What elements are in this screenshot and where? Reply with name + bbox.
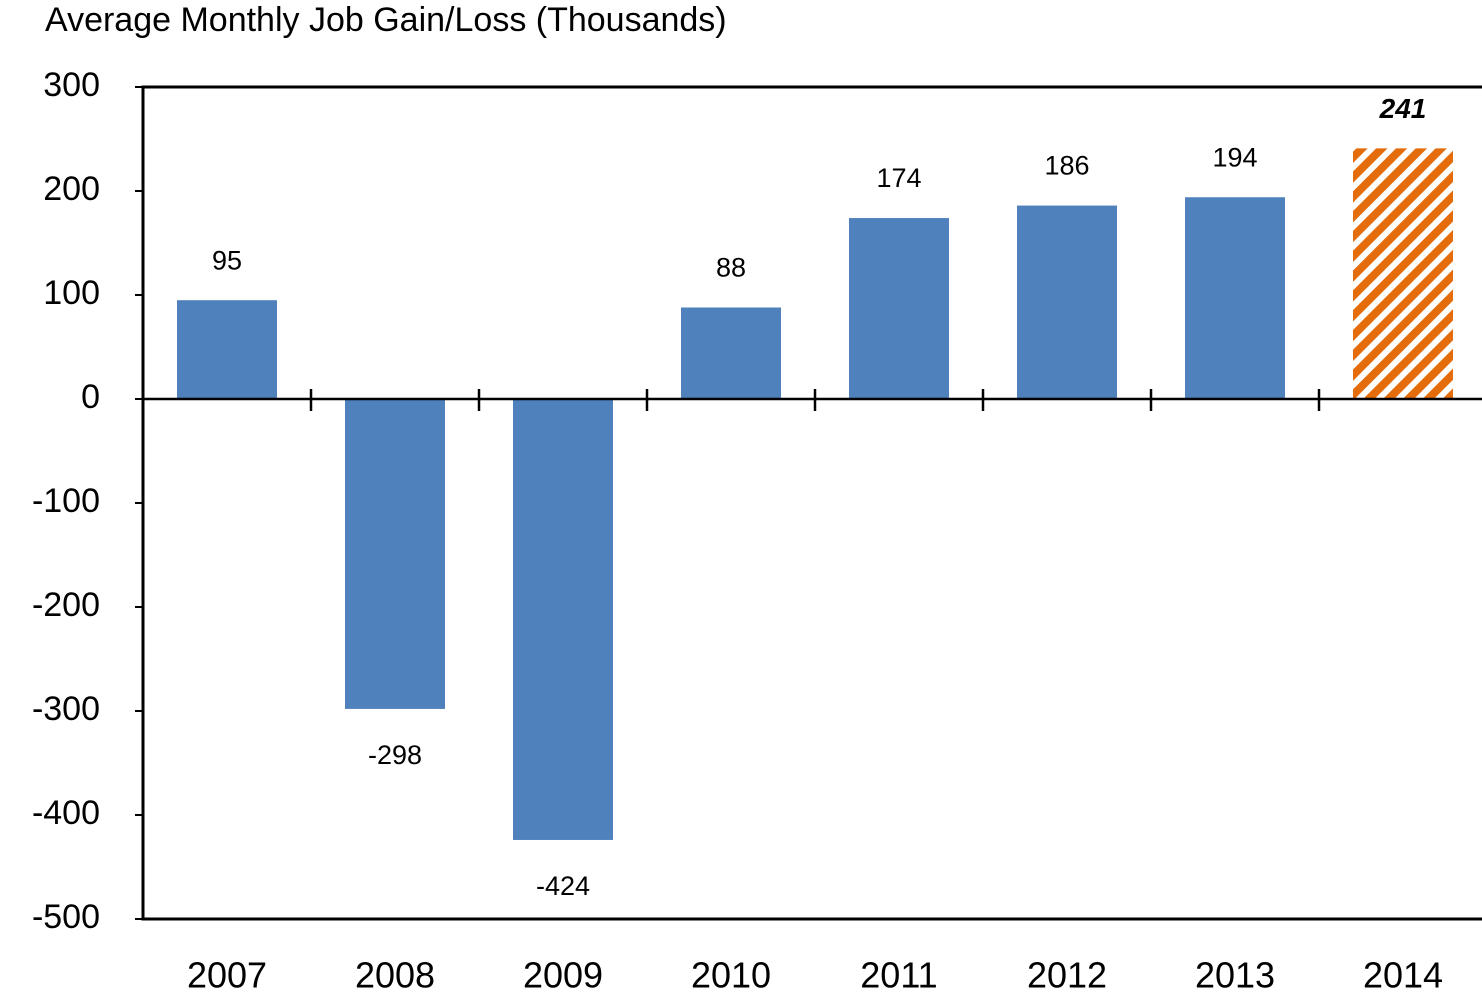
- bar: [681, 307, 781, 399]
- bar: [513, 399, 613, 840]
- bar: [1017, 205, 1117, 399]
- value-label: -424: [536, 871, 590, 901]
- y-tick-label: -400: [32, 794, 100, 832]
- value-label: -298: [368, 740, 422, 770]
- y-tick-label: 200: [43, 170, 100, 208]
- bar: [345, 399, 445, 709]
- x-tick-label: 2014: [1363, 955, 1443, 996]
- value-label: 88: [716, 253, 746, 283]
- y-tick-label: -200: [32, 586, 100, 624]
- x-tick-label: 2013: [1195, 955, 1275, 996]
- value-label: 194: [1212, 142, 1257, 172]
- x-tick-label: 2011: [860, 955, 937, 996]
- x-tick-label: 2010: [691, 955, 771, 996]
- value-label: 174: [876, 163, 921, 193]
- y-tick-label: -100: [32, 482, 100, 520]
- x-tick-label: 2008: [355, 955, 435, 996]
- bar: [849, 218, 949, 399]
- y-tick-label: 300: [43, 66, 100, 104]
- value-label: 95: [212, 245, 242, 275]
- bar: [1353, 148, 1453, 399]
- value-label: 241: [1379, 93, 1427, 124]
- x-tick-label: 2009: [523, 955, 603, 996]
- y-tick-label: 0: [81, 378, 100, 416]
- x-tick-label: 2007: [187, 955, 267, 996]
- y-tick-label: -300: [32, 690, 100, 728]
- bar: [177, 300, 277, 399]
- y-tick-label: 100: [43, 274, 100, 312]
- y-tick-label: -500: [32, 898, 100, 936]
- plot-frame: [141, 85, 1482, 921]
- value-label: 186: [1044, 151, 1089, 181]
- chart-title: Average Monthly Job Gain/Loss (Thousands…: [45, 1, 727, 39]
- x-tick-label: 2012: [1027, 955, 1107, 996]
- bar: [1185, 197, 1285, 399]
